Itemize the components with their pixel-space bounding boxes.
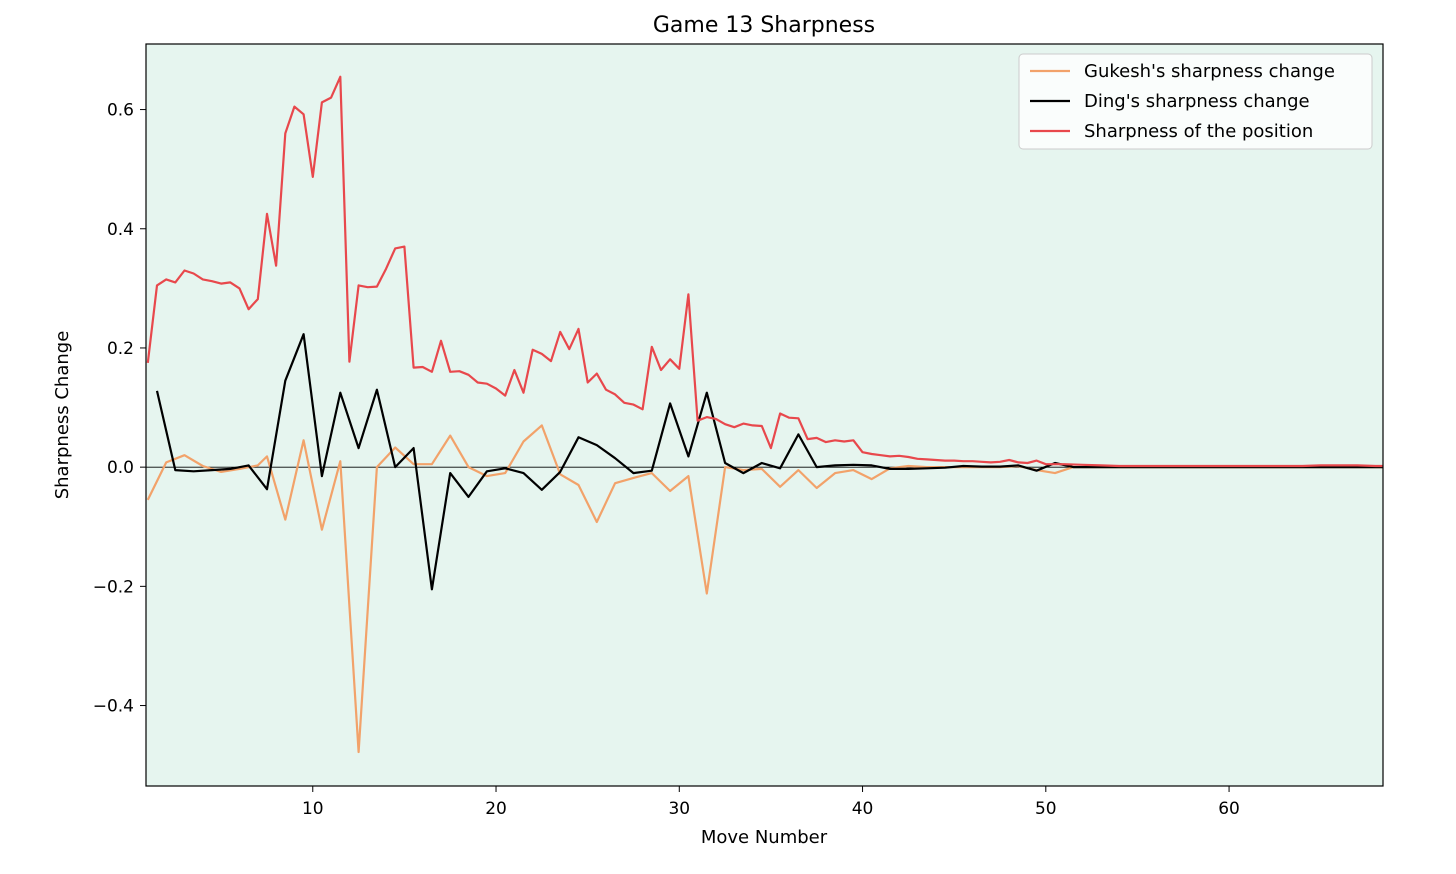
chart-title: Game 13 Sharpness	[653, 13, 875, 38]
legend-label-1: Ding's sharpness change	[1084, 91, 1310, 112]
series-line-1	[155, 333, 1383, 591]
series-line-2	[146, 75, 1383, 468]
x-tick-label: 10	[302, 799, 324, 819]
y-tick-label: 0.0	[107, 458, 134, 478]
y-axis-ticks: −0.4 −0.2 0.0 0.2 0.4 0.6	[93, 101, 146, 717]
plot-frame	[145, 43, 1384, 787]
plot-area	[146, 44, 1383, 786]
x-axis-ticks: 10 20 30 40 50 60	[302, 786, 1240, 819]
y-tick-label: −0.4	[93, 697, 134, 717]
y-axis-label: Sharpness Change	[52, 331, 73, 500]
y-tick-label: 0.4	[107, 220, 134, 240]
x-tick-label: 60	[1218, 799, 1240, 819]
y-tick-label: 0.2	[107, 339, 134, 359]
y-tick-label: 0.6	[107, 101, 134, 121]
legend-box	[1018, 53, 1373, 150]
legend-label-2: Sharpness of the position	[1084, 121, 1313, 142]
series-layer	[146, 75, 1383, 754]
legend-label-0: Gukesh's sharpness change	[1084, 61, 1335, 82]
y-tick-label: −0.2	[93, 577, 134, 597]
x-axis-label: Move Number	[701, 827, 828, 848]
x-tick-label: 40	[852, 799, 874, 819]
x-tick-label: 30	[668, 799, 690, 819]
legend: Gukesh's sharpness change Ding's sharpnes…	[1018, 53, 1373, 150]
x-tick-label: 20	[485, 799, 507, 819]
x-tick-label: 50	[1035, 799, 1057, 819]
